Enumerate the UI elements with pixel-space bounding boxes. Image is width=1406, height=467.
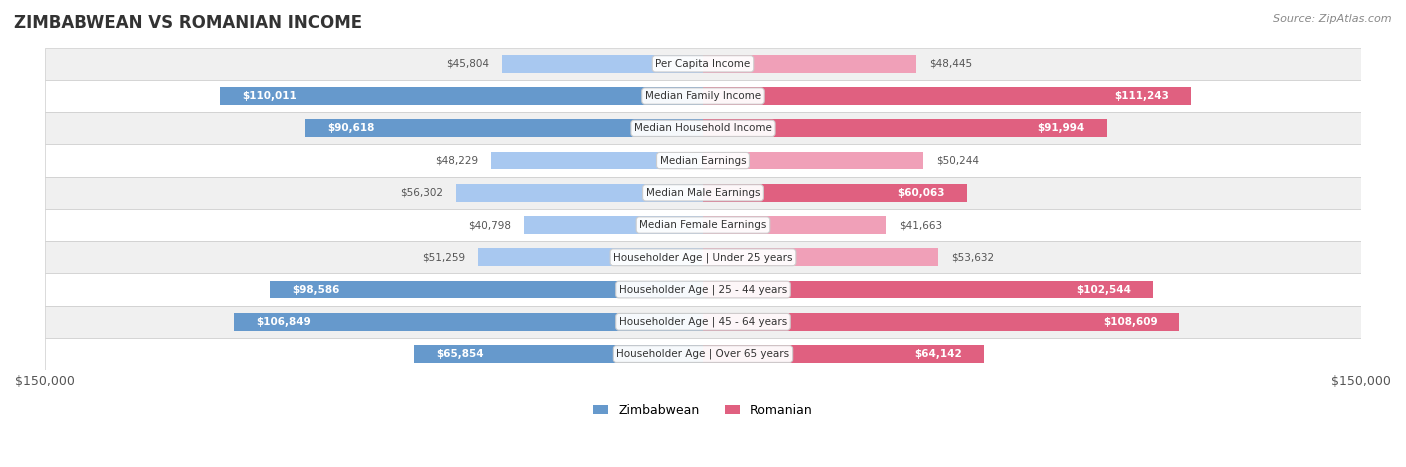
Text: $90,618: $90,618 [328, 123, 375, 133]
FancyBboxPatch shape [502, 55, 703, 73]
FancyBboxPatch shape [703, 184, 966, 202]
FancyBboxPatch shape [456, 184, 703, 202]
Text: $50,244: $50,244 [936, 156, 980, 166]
Text: Householder Age | 25 - 44 years: Householder Age | 25 - 44 years [619, 284, 787, 295]
FancyBboxPatch shape [45, 209, 1361, 241]
FancyBboxPatch shape [703, 281, 1153, 298]
FancyBboxPatch shape [45, 274, 1361, 306]
FancyBboxPatch shape [703, 216, 886, 234]
FancyBboxPatch shape [305, 120, 703, 137]
Text: $106,849: $106,849 [256, 317, 311, 327]
FancyBboxPatch shape [221, 87, 703, 105]
Text: $60,063: $60,063 [897, 188, 945, 198]
Text: $45,804: $45,804 [446, 59, 489, 69]
FancyBboxPatch shape [235, 313, 703, 331]
FancyBboxPatch shape [524, 216, 703, 234]
FancyBboxPatch shape [703, 345, 984, 363]
FancyBboxPatch shape [45, 80, 1361, 112]
FancyBboxPatch shape [270, 281, 703, 298]
Text: Median Earnings: Median Earnings [659, 156, 747, 166]
Text: $48,229: $48,229 [434, 156, 478, 166]
Text: Median Male Earnings: Median Male Earnings [645, 188, 761, 198]
Legend: Zimbabwean, Romanian: Zimbabwean, Romanian [589, 399, 817, 422]
Text: $51,259: $51,259 [422, 252, 465, 262]
Text: $65,854: $65,854 [436, 349, 484, 359]
FancyBboxPatch shape [45, 306, 1361, 338]
Text: Median Female Earnings: Median Female Earnings [640, 220, 766, 230]
FancyBboxPatch shape [703, 248, 938, 266]
FancyBboxPatch shape [703, 55, 915, 73]
FancyBboxPatch shape [415, 345, 703, 363]
Text: $108,609: $108,609 [1102, 317, 1157, 327]
FancyBboxPatch shape [703, 152, 924, 170]
Text: Per Capita Income: Per Capita Income [655, 59, 751, 69]
Text: $56,302: $56,302 [399, 188, 443, 198]
FancyBboxPatch shape [45, 48, 1361, 80]
Text: Median Family Income: Median Family Income [645, 91, 761, 101]
FancyBboxPatch shape [45, 144, 1361, 177]
Text: Householder Age | 45 - 64 years: Householder Age | 45 - 64 years [619, 317, 787, 327]
FancyBboxPatch shape [492, 152, 703, 170]
Text: $111,243: $111,243 [1114, 91, 1170, 101]
Text: $40,798: $40,798 [468, 220, 510, 230]
Text: $53,632: $53,632 [952, 252, 994, 262]
FancyBboxPatch shape [703, 120, 1107, 137]
Text: $41,663: $41,663 [898, 220, 942, 230]
Text: Median Household Income: Median Household Income [634, 123, 772, 133]
Text: $48,445: $48,445 [929, 59, 972, 69]
FancyBboxPatch shape [703, 313, 1180, 331]
Text: Householder Age | Under 25 years: Householder Age | Under 25 years [613, 252, 793, 262]
Text: $91,994: $91,994 [1038, 123, 1084, 133]
Text: $102,544: $102,544 [1076, 284, 1130, 295]
FancyBboxPatch shape [45, 241, 1361, 274]
FancyBboxPatch shape [45, 338, 1361, 370]
Text: $110,011: $110,011 [242, 91, 297, 101]
Text: ZIMBABWEAN VS ROMANIAN INCOME: ZIMBABWEAN VS ROMANIAN INCOME [14, 14, 363, 32]
Text: Householder Age | Over 65 years: Householder Age | Over 65 years [616, 349, 790, 359]
FancyBboxPatch shape [45, 112, 1361, 144]
Text: $98,586: $98,586 [292, 284, 340, 295]
Text: $64,142: $64,142 [915, 349, 963, 359]
FancyBboxPatch shape [478, 248, 703, 266]
FancyBboxPatch shape [45, 177, 1361, 209]
FancyBboxPatch shape [703, 87, 1191, 105]
Text: Source: ZipAtlas.com: Source: ZipAtlas.com [1274, 14, 1392, 24]
